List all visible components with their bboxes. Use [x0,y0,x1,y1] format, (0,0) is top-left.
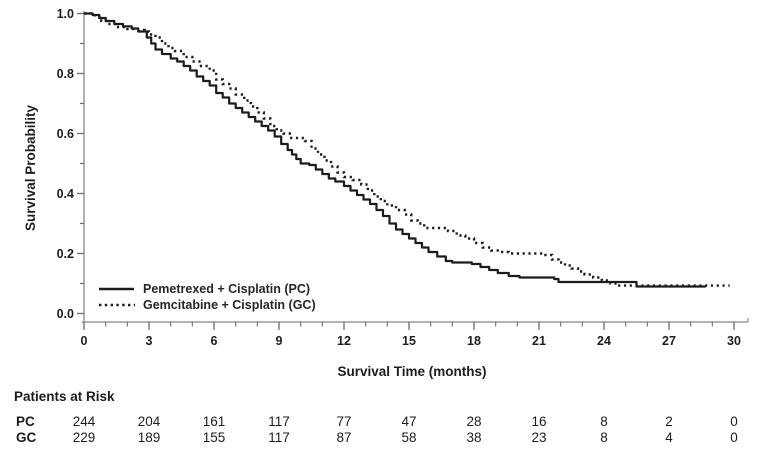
risk-count: 8 [600,414,608,429]
legend-label-gc: Gemcitabine + Cisplatin (GC) [143,298,316,312]
risk-count: 117 [268,430,290,445]
risk-count: 0 [730,414,738,429]
x-tick-label: 30 [727,334,741,348]
y-tick-label: 0.4 [57,187,74,201]
risk-count: 23 [531,430,547,445]
y-tick-label: 0.8 [57,67,74,81]
risk-count: 0 [730,430,738,445]
legend-label-pc: Pemetrexed + Cisplatin (PC) [143,282,311,296]
y-tick-label: 1.0 [57,7,74,21]
risk-count: 189 [137,430,161,445]
risk-row-label-gc: GC [16,430,37,445]
legend: Pemetrexed + Cisplatin (PC) Gemcitabine … [98,281,316,313]
y-axis-title: Survival Probability [23,104,38,232]
y-tick-label: 0.6 [57,127,74,141]
x-tick-label: 12 [337,334,351,348]
x-tick-label: 6 [211,334,218,348]
risk-count: 8 [600,430,608,445]
x-axis-title: Survival Time (months) [337,364,487,379]
x-tick-label: 3 [146,334,153,348]
risk-count: 16 [531,414,547,429]
risk-count: 229 [72,430,96,445]
y-tick-label: 0.2 [57,247,74,261]
patients-at-risk-title: Patients at Risk [14,389,115,404]
risk-count: 77 [336,414,352,429]
x-tick-label: 21 [532,334,546,348]
x-tick-label: 24 [597,334,611,348]
legend-item-gc: Gemcitabine + Cisplatin (GC) [98,297,316,313]
dotted-line-icon [99,303,135,307]
x-tick-label: 27 [662,334,676,348]
risk-count: 117 [268,414,290,429]
x-tick-label: 15 [402,334,416,348]
y-tick-label: 0.0 [57,307,74,321]
risk-count: 155 [202,430,226,445]
gc-survival-curve [84,12,730,287]
risk-count: 2 [665,414,673,429]
risk-row-gc: GC 229 189 155 117 87 58 38 23 8 4 0 [0,430,757,445]
x-tick-label: 18 [467,334,481,348]
solid-line-icon [99,287,134,291]
risk-row-label-pc: PC [16,414,35,429]
risk-count: 4 [665,430,673,445]
risk-count: 87 [336,430,352,445]
risk-row-pc: PC 244 204 161 117 77 47 28 16 8 2 0 [0,414,757,429]
x-tick-label: 0 [81,334,88,348]
pc-survival-curve [84,12,706,288]
risk-count: 58 [401,430,417,445]
x-tick-label: 9 [276,334,283,348]
risk-count: 204 [137,414,161,429]
risk-count: 47 [401,414,417,429]
risk-count: 28 [466,414,482,429]
risk-count: 244 [72,414,96,429]
risk-count: 38 [466,430,482,445]
legend-item-pc: Pemetrexed + Cisplatin (PC) [98,281,316,297]
risk-count: 161 [202,414,226,429]
